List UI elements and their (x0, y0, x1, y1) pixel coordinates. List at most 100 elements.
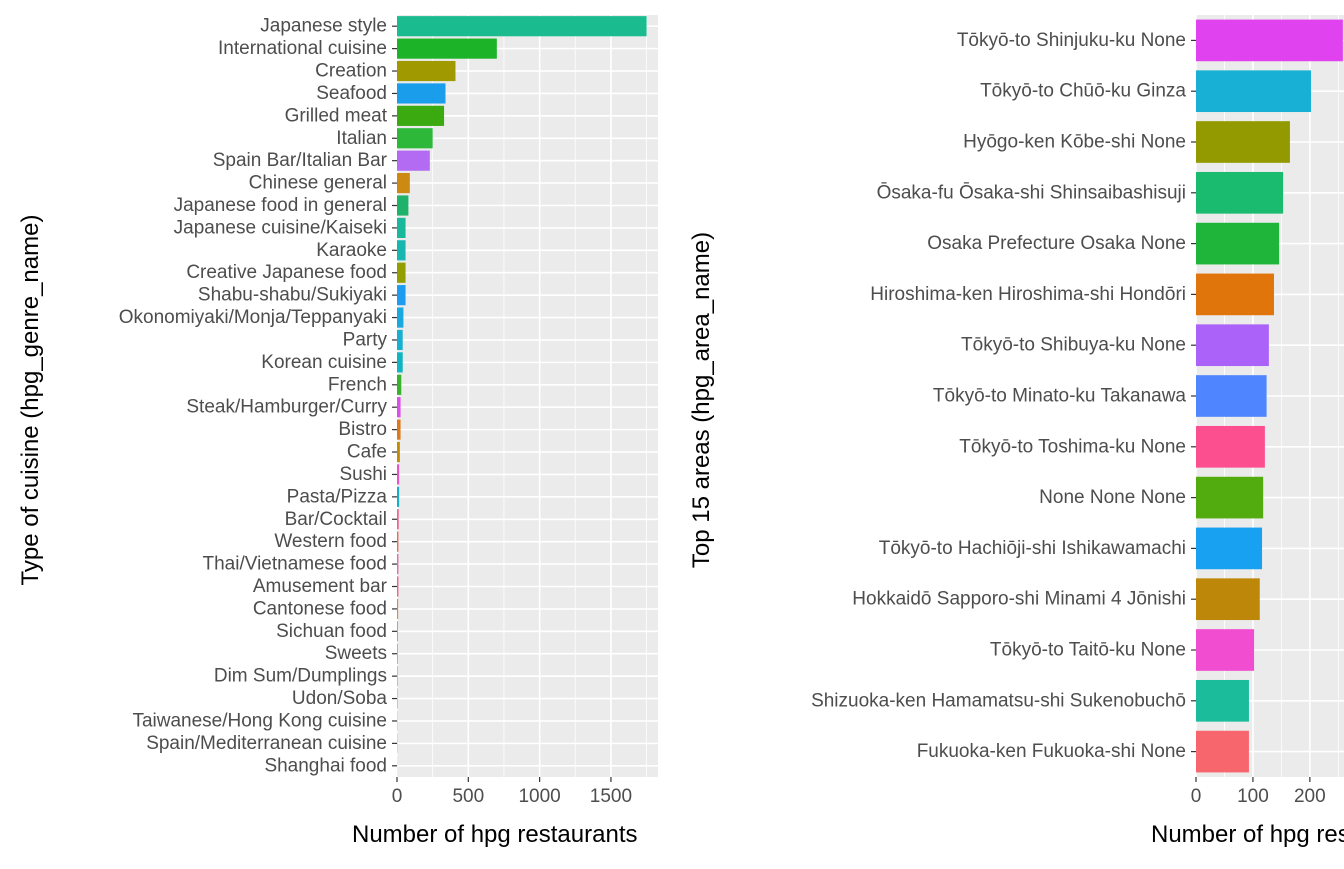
y-tick-label: Creation (315, 61, 387, 82)
bar-to-kyo-to-shibuya-ku-none (1196, 324, 1269, 366)
y-tick-label: Cantonese food (253, 598, 387, 619)
y-tick-label: Creative Japanese food (186, 262, 387, 283)
y-tick-label: Western food (274, 531, 387, 552)
y-tick-label: Amusement bar (253, 576, 388, 597)
y-tick-label: Tōkyō-to Minato-ku Takanawa (933, 386, 1187, 407)
panel-background (397, 15, 658, 777)
y-tick-label: Shizuoka-ken Hamamatsu-shi Sukenobuchō (811, 690, 1186, 711)
y-tick-label: Sushi (339, 464, 387, 485)
y-tick-label: Tōkyō-to Toshima-ku None (959, 436, 1186, 457)
x-axis-title: Number of hpg restaurants (1151, 821, 1344, 848)
bar-shizuoka-ken-hamamatsu-shi-sukenobucho (1196, 680, 1249, 722)
y-tick-label: Hyōgo-ken Kōbe-shi None (963, 132, 1186, 153)
bar-sichuan-food (397, 621, 398, 641)
y-tick-label: Bistro (338, 419, 387, 440)
y-tick-label: Seafood (316, 83, 387, 104)
bar-western-food (397, 532, 398, 552)
bar-to-kyo-to-chu-o-ku-ginza (1196, 70, 1311, 112)
bar-spain-bar-italian-bar (397, 151, 430, 171)
bar-to-kyo-to-shinjuku-ku-none (1196, 20, 1343, 62)
bar-to-kyo-to-toshima-ku-none (1196, 426, 1265, 468)
bar-hokkaido-sapporo-shi-minami-4-jo-nishi (1196, 578, 1260, 620)
bar-shabu-shabu-sukiyaki (397, 285, 406, 305)
bar-sweets (397, 644, 398, 664)
bar-dim-sum-dumplings (397, 666, 398, 686)
x-tick-label: 500 (452, 786, 484, 807)
bar-okonomiyaki-monja-teppanyaki (397, 307, 403, 327)
x-tick-label: 0 (1191, 786, 1202, 807)
y-tick-label: None None None (1039, 487, 1186, 508)
bar-italian (397, 128, 433, 148)
y-tick-label: Spain Bar/Italian Bar (213, 150, 388, 171)
bar-amusement-bar (397, 576, 398, 596)
y-tick-label: Tōkyō-to Chūō-ku Ginza (980, 81, 1186, 102)
y-tick-label: Cafe (347, 442, 387, 463)
bar-to-kyo-to-hachio-ji-shi-ishikawamachi (1196, 528, 1262, 570)
y-tick-label: Ōsaka-fu Ōsaka-shi Shinsaibashisuji (877, 182, 1186, 203)
y-tick-label: Sichuan food (276, 621, 387, 642)
bar-creative-japanese-food (397, 263, 406, 283)
bar-korean-cuisine (397, 352, 403, 372)
bar-sushi (397, 464, 399, 484)
bar-bar-cocktail (397, 509, 399, 529)
bar-party (397, 330, 403, 350)
y-tick-label: Bar/Cocktail (285, 509, 387, 530)
y-tick-label: Hokkaidō Sapporo-shi Minami 4 Jōnishi (852, 589, 1186, 610)
x-tick-label: 100 (1237, 786, 1269, 807)
bar-karaoke (397, 240, 406, 260)
y-tick-label: Pasta/Pizza (287, 486, 388, 507)
y-tick-label: Chinese general (249, 173, 387, 194)
bar-creation (397, 61, 455, 81)
y-tick-label: Dim Sum/Dumplings (214, 666, 387, 687)
x-tick-label: 0 (392, 786, 403, 807)
x-axis-title: Number of hpg restaurants (352, 821, 637, 848)
y-tick-label: Tōkyō-to Shibuya-ku None (961, 335, 1186, 356)
y-tick-label: Grilled meat (285, 105, 388, 126)
y-tick-label: Udon/Soba (292, 688, 388, 709)
bar-cantonese-food (397, 599, 398, 619)
bar-to-kyo-to-taito-ku-none (1196, 629, 1254, 671)
y-tick-label: Japanese style (260, 16, 387, 37)
bar-o-saka-fu-o-saka-shi-shinsaibashisuji (1196, 172, 1283, 214)
y-tick-label: Osaka Prefecture Osaka None (927, 233, 1186, 254)
bar-seafood (397, 83, 445, 103)
y-tick-label: Thai/Vietnamese food (203, 554, 388, 575)
bar-none-none-none (1196, 477, 1263, 519)
bar-international-cuisine (397, 39, 497, 59)
y-tick-label: Sweets (325, 643, 387, 664)
x-tick-label: 200 (1294, 786, 1326, 807)
bar-grilled-meat (397, 106, 444, 126)
y-tick-label: Shabu-shabu/Sukiyaki (198, 285, 387, 306)
bar-thai-vietnamese-food (397, 554, 398, 574)
bar-chinese-general (397, 173, 410, 193)
bar-bistro (397, 420, 401, 440)
y-tick-label: Fukuoka-ken Fukuoka-shi None (917, 741, 1186, 762)
bar-cafe (397, 442, 400, 462)
y-tick-label: Taiwanese/Hong Kong cuisine (132, 710, 387, 731)
bar-fukuoka-ken-fukuoka-shi-none (1196, 731, 1249, 773)
bar-japanese-cuisine-kaiseki (397, 218, 406, 238)
y-tick-label: Korean cuisine (261, 352, 387, 373)
y-tick-label: Karaoke (316, 240, 387, 261)
bar-french (397, 375, 401, 395)
y-tick-label: French (328, 374, 387, 395)
y-tick-label: Shanghai food (264, 755, 387, 776)
bar-japanese-style (397, 16, 647, 36)
bar-hyo-go-ken-ko-be-shi-none (1196, 121, 1290, 163)
y-axis-title: Top 15 areas (hpg_area_name) (688, 232, 715, 568)
y-axis-title: Type of cuisine (hpg_genre_name) (17, 215, 44, 586)
y-tick-label: Party (343, 329, 388, 350)
y-tick-label: Tōkyō-to Hachiōji-shi Ishikawamachi (879, 538, 1186, 559)
bar-steak-hamburger-curry (397, 397, 401, 417)
y-tick-label: Tōkyō-to Taitō-ku None (990, 640, 1186, 661)
bar-osaka-prefecture-osaka-none (1196, 223, 1279, 265)
bar-pasta-pizza (397, 487, 399, 507)
y-tick-label: Italian (336, 128, 387, 149)
x-tick-label: 1500 (590, 786, 632, 807)
y-tick-label: Okonomiyaki/Monja/Teppanyaki (119, 307, 387, 328)
y-tick-label: Hiroshima-ken Hiroshima-shi Hondōri (870, 284, 1186, 305)
